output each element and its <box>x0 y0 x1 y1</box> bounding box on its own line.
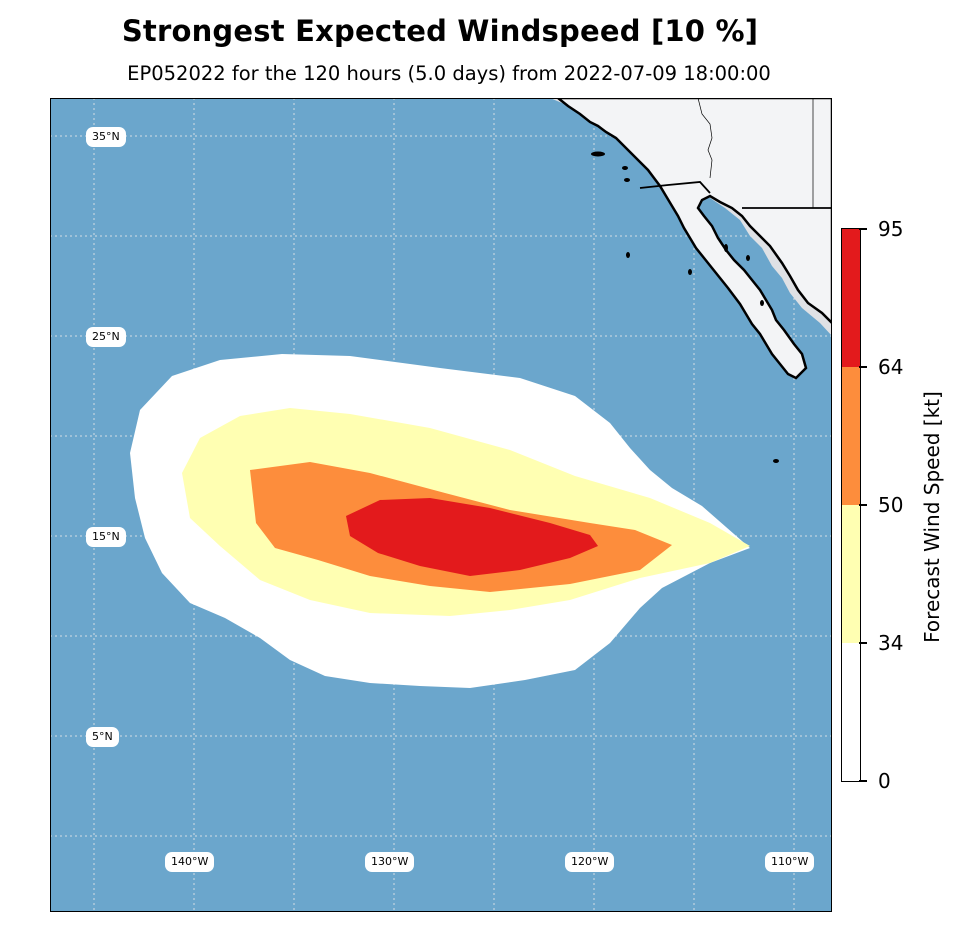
lon-label-120w: 120°W <box>565 852 615 872</box>
lon-label-140w: 140°W <box>165 852 215 872</box>
wind-swath <box>130 354 750 688</box>
lon-label-110w: 110°W <box>765 852 815 872</box>
lon-label-130w: 130°W <box>365 852 415 872</box>
lat-label-25n: 25°N <box>86 327 126 347</box>
colorbar-tick-label-34: 34 <box>878 631 904 655</box>
figure-title: Strongest Expected Windspeed [10 %] <box>121 14 759 48</box>
colorbar-bin-34-50 <box>842 505 860 643</box>
colorbar-tick <box>859 228 867 230</box>
lat-label-35n: 35°N <box>86 127 126 147</box>
lat-label-15n: 15°N <box>86 527 126 547</box>
coastline-land <box>550 98 832 463</box>
lat-label-5n: 5°N <box>86 727 119 747</box>
map-panel[interactable]: 35°N 25°N 15°N 5°N 140°W 130°W 120°W 110… <box>50 98 832 912</box>
colorbar-bin-0-34 <box>842 643 860 781</box>
colorbar-title: Forecast Wind Speed [kt] <box>920 391 944 643</box>
colorbar <box>841 228 861 782</box>
swath-64-95kt <box>346 498 598 576</box>
figure-subtitle: EP052022 for the 120 hours (5.0 days) fr… <box>127 62 771 85</box>
colorbar-tick-label-95: 95 <box>878 217 904 241</box>
map-canvas <box>50 98 832 912</box>
colorbar-tick <box>859 504 867 506</box>
colorbar-tick-label-64: 64 <box>878 355 904 379</box>
colorbar-bin-64-95 <box>842 229 860 367</box>
colorbar-tick-label-0: 0 <box>878 769 891 793</box>
colorbar-bin-50-64 <box>842 367 860 505</box>
colorbar-tick <box>859 642 867 644</box>
colorbar-tick <box>859 366 867 368</box>
colorbar-tick-label-50: 50 <box>878 493 904 517</box>
colorbar-tick <box>859 780 867 782</box>
